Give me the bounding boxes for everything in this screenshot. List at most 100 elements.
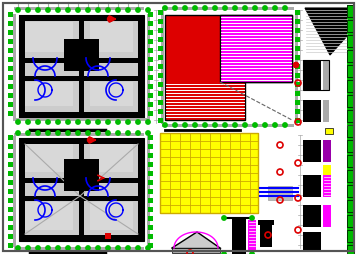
Bar <box>248 220 256 250</box>
Bar <box>7 170 12 176</box>
Bar <box>323 175 331 197</box>
Bar <box>303 232 321 250</box>
Bar <box>295 37 300 41</box>
Bar <box>138 138 144 241</box>
Bar <box>116 132 120 135</box>
Bar <box>295 90 300 96</box>
Bar <box>7 74 12 80</box>
Bar <box>251 216 253 219</box>
Circle shape <box>163 6 167 10</box>
Bar <box>147 152 152 157</box>
Bar <box>147 188 152 194</box>
Circle shape <box>56 131 60 135</box>
Bar <box>147 84 152 88</box>
Circle shape <box>106 8 110 12</box>
Circle shape <box>263 6 267 10</box>
Circle shape <box>136 131 140 135</box>
Bar <box>84 178 138 183</box>
Bar <box>36 120 40 123</box>
Bar <box>303 60 329 90</box>
Bar <box>7 207 12 212</box>
Bar <box>56 246 60 249</box>
Circle shape <box>26 246 30 250</box>
Bar <box>96 246 100 249</box>
Bar <box>66 8 70 11</box>
Circle shape <box>26 120 30 124</box>
Bar <box>147 198 152 202</box>
Circle shape <box>46 8 50 12</box>
Bar <box>66 120 70 123</box>
Bar <box>14 133 144 136</box>
Circle shape <box>173 6 177 10</box>
Bar <box>222 252 226 254</box>
Bar <box>7 144 12 149</box>
Bar <box>46 8 50 11</box>
Bar <box>13 118 150 121</box>
Bar <box>136 120 140 123</box>
Bar <box>157 27 162 33</box>
Bar <box>273 123 277 126</box>
Bar <box>116 246 120 249</box>
Circle shape <box>273 123 277 127</box>
Circle shape <box>183 6 187 10</box>
Circle shape <box>243 123 247 127</box>
Circle shape <box>222 252 226 254</box>
Bar <box>222 216 226 219</box>
Bar <box>147 233 152 239</box>
Circle shape <box>116 120 120 124</box>
Circle shape <box>96 131 100 135</box>
Bar <box>347 110 354 122</box>
Bar <box>19 15 144 21</box>
Bar <box>16 120 20 123</box>
Bar <box>84 58 138 63</box>
Bar <box>25 22 73 52</box>
Bar <box>233 123 236 126</box>
Circle shape <box>183 123 187 127</box>
Circle shape <box>107 17 112 22</box>
Bar <box>147 225 152 230</box>
Circle shape <box>86 8 90 12</box>
Bar <box>138 15 144 118</box>
Bar <box>157 100 162 104</box>
Bar <box>147 180 152 184</box>
Bar <box>347 230 354 242</box>
Bar <box>19 15 25 118</box>
Circle shape <box>126 131 130 135</box>
Circle shape <box>16 8 20 12</box>
Bar <box>66 132 70 135</box>
Circle shape <box>16 120 20 124</box>
Bar <box>295 27 300 33</box>
Circle shape <box>56 8 60 12</box>
Bar <box>19 138 144 144</box>
Bar <box>7 102 12 106</box>
Circle shape <box>203 123 207 127</box>
Circle shape <box>36 120 40 124</box>
Bar <box>106 120 110 123</box>
Bar <box>295 72 300 77</box>
Bar <box>268 186 292 200</box>
Bar <box>96 8 100 11</box>
Bar <box>26 132 30 135</box>
Bar <box>147 66 152 71</box>
Circle shape <box>86 131 90 135</box>
Bar <box>25 178 79 183</box>
Bar <box>347 5 354 17</box>
Bar <box>147 29 152 35</box>
Bar <box>303 205 321 227</box>
Circle shape <box>106 246 110 250</box>
Circle shape <box>163 123 167 127</box>
Circle shape <box>116 131 120 135</box>
Bar <box>25 76 144 81</box>
Bar <box>90 144 133 172</box>
Bar <box>7 84 12 88</box>
Bar <box>347 200 354 212</box>
Bar <box>19 15 144 118</box>
Polygon shape <box>165 15 292 120</box>
Circle shape <box>203 6 207 10</box>
Bar <box>126 132 130 135</box>
Circle shape <box>56 120 60 124</box>
Bar <box>147 74 152 80</box>
Bar <box>46 132 50 135</box>
Bar <box>325 128 333 134</box>
Bar <box>36 8 40 11</box>
